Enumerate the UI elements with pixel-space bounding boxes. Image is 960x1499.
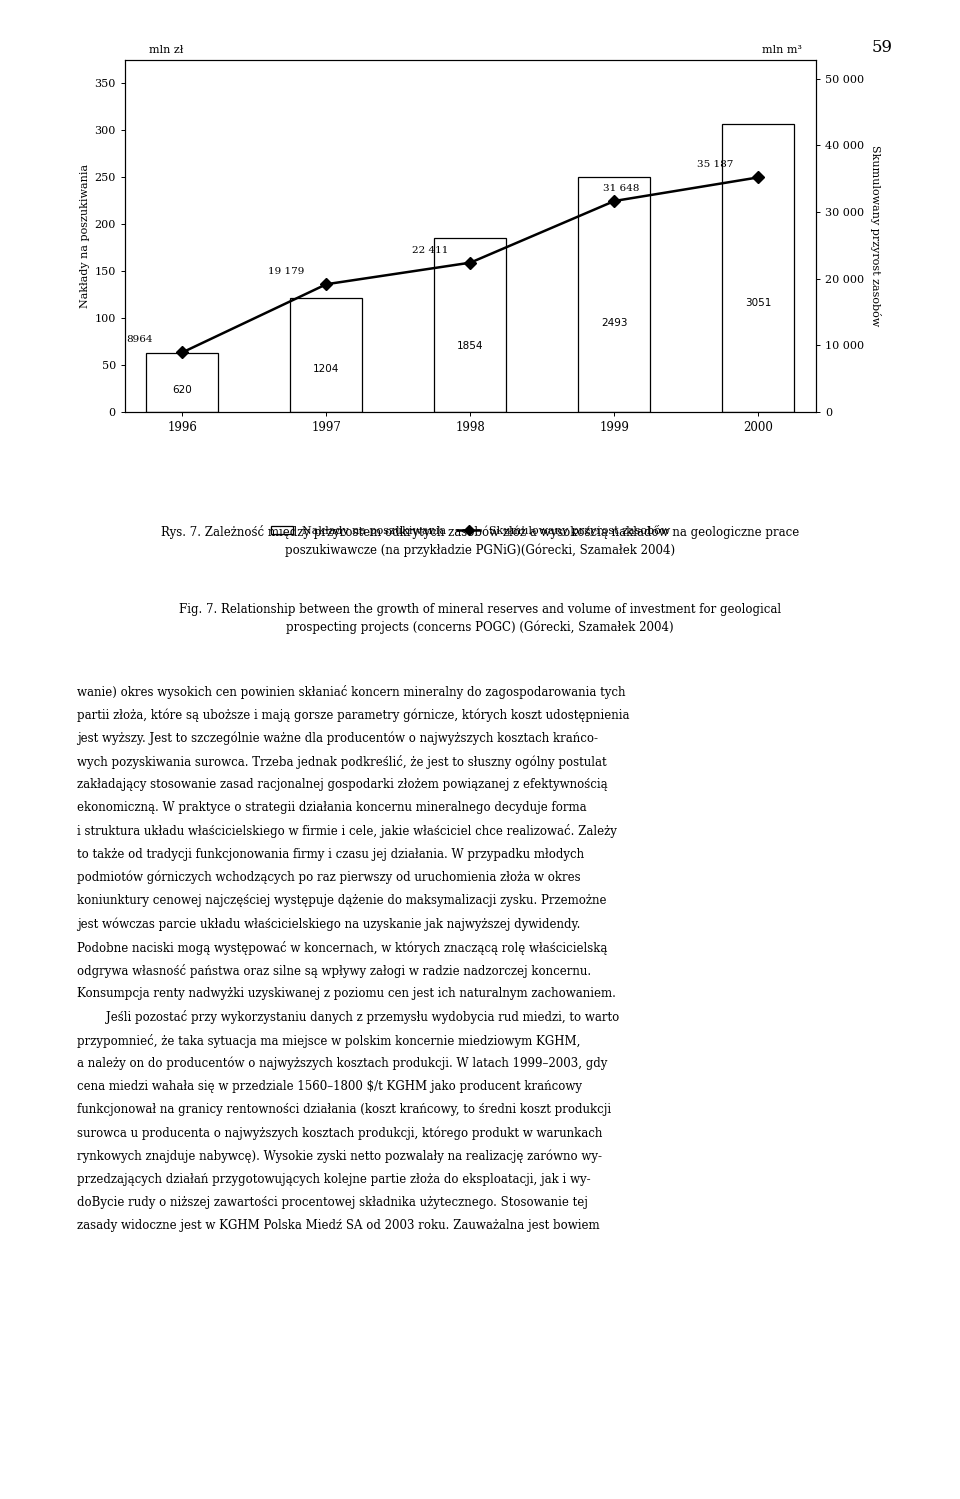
Text: wanie) okres wysokich cen powinien skłaniać koncern mineralny do zagospodarowani: wanie) okres wysokich cen powinien skłan… — [77, 685, 625, 699]
Text: i struktura układu właścicielskiego w firmie i cele, jakie właściciel chce reali: i struktura układu właścicielskiego w fi… — [77, 824, 616, 838]
Legend: Nakłady na poszukiwania, Skumulowany przyrost zasobów: Nakłady na poszukiwania, Skumulowany prz… — [267, 520, 674, 541]
Text: cena miedzi wahała się w przedziale 1560–1800 $/t KGHM jako producent krańcowy: cena miedzi wahała się w przedziale 1560… — [77, 1081, 582, 1093]
Text: 3051: 3051 — [745, 298, 772, 307]
Text: jest wyższy. Jest to szczególnie ważne dla producentów o najwyższych kosztach kr: jest wyższy. Jest to szczególnie ważne d… — [77, 732, 598, 745]
Bar — [723, 124, 795, 412]
Text: koniunktury cenowej najczęściej występuje dążenie do maksymalizacji zysku. Przem: koniunktury cenowej najczęściej występuj… — [77, 895, 607, 907]
Text: jest wówczas parcie układu właścicielskiego na uzyskanie jak najwyższej dywidend: jest wówczas parcie układu właścicielski… — [77, 917, 580, 931]
Bar — [147, 354, 219, 412]
Bar — [579, 177, 651, 412]
Text: zasady widoczne jest w KGHM Polska Miedź SA od 2003 roku. Zauważalna jest bowiem: zasady widoczne jest w KGHM Polska Miedź… — [77, 1220, 599, 1232]
Text: Konsumpcja renty nadwyżki uzyskiwanej z poziomu cen jest ich naturalnym zachowan: Konsumpcja renty nadwyżki uzyskiwanej z … — [77, 988, 615, 1000]
Text: 22 411: 22 411 — [412, 246, 448, 255]
Text: Podobne naciski mogą występować w koncernach, w których znaczącą rolę właściciel: Podobne naciski mogą występować w koncer… — [77, 941, 607, 955]
Bar — [291, 298, 363, 412]
Text: 8964: 8964 — [126, 336, 153, 345]
Text: 1854: 1854 — [457, 342, 484, 351]
Text: 2493: 2493 — [601, 318, 628, 328]
Text: surowca u producenta o najwyższych kosztach produkcji, którego produkt w warunka: surowca u producenta o najwyższych koszt… — [77, 1127, 602, 1141]
Text: ekonomiczną. W praktyce o strategii działania koncernu mineralnego decyduje form: ekonomiczną. W praktyce o strategii dzia… — [77, 802, 587, 814]
Text: mln zł: mln zł — [149, 45, 183, 55]
Text: wych pozyskiwania surowca. Trzeba jednak podkreślić, że jest to słuszny ogólny p: wych pozyskiwania surowca. Trzeba jednak… — [77, 755, 607, 769]
Bar — [435, 238, 507, 412]
Text: partii złoża, które są uboższe i mają gorsze parametry górnicze, których koszt u: partii złoża, które są uboższe i mają go… — [77, 709, 630, 723]
Text: zakładający stosowanie zasad racjonalnej gospodarki złożem powiązanej z efektywn: zakładający stosowanie zasad racjonalnej… — [77, 778, 608, 791]
Text: 620: 620 — [173, 385, 192, 394]
Text: Jeśli pozostać przy wykorzystaniu danych z przemysłu wydobycia rud miedzi, to wa: Jeśli pozostać przy wykorzystaniu danych… — [106, 1010, 619, 1024]
Text: podmiotów górniczych wchodzących po raz pierwszy od uruchomienia złoża w okres: podmiotów górniczych wchodzących po raz … — [77, 871, 581, 884]
Text: przypomnieć, że taka sytuacja ma miejsce w polskim koncernie miedziowym KGHM,: przypomnieć, że taka sytuacja ma miejsce… — [77, 1034, 580, 1048]
Text: doBycie rudy o niższej zawartości procentowej składnika użytecznego. Stosowanie : doBycie rudy o niższej zawartości procen… — [77, 1196, 588, 1210]
Y-axis label: Nakłady na poszukiwania: Nakłady na poszukiwania — [81, 163, 90, 309]
Text: Fig. 7. Relationship between the growth of mineral reserves and volume of invest: Fig. 7. Relationship between the growth … — [179, 603, 781, 634]
Text: Rys. 7. Zależność między przyrostem odkrytych zasobów złóż a wysokością nakładów: Rys. 7. Zależność między przyrostem odkr… — [161, 525, 799, 558]
Y-axis label: Skumulowany przyrost zasobów: Skumulowany przyrost zasobów — [870, 145, 880, 327]
Text: przedzających działań przygotowujących kolejne partie złoża do eksploatacji, jak: przedzających działań przygotowujących k… — [77, 1174, 590, 1186]
Text: 31 648: 31 648 — [604, 184, 639, 193]
Text: mln m³: mln m³ — [761, 45, 802, 55]
Text: 35 187: 35 187 — [697, 160, 733, 169]
Text: 1204: 1204 — [313, 364, 340, 373]
Text: a należy on do producentów o najwyższych kosztach produkcji. W latach 1999–2003,: a należy on do producentów o najwyższych… — [77, 1057, 607, 1070]
Text: 59: 59 — [872, 39, 893, 55]
Text: to także od tradycji funkcjonowania firmy i czasu jej działania. W przypadku mło: to także od tradycji funkcjonowania firm… — [77, 848, 584, 860]
Text: odgrywa własność państwa oraz silne są wpływy załogi w radzie nadzorczej koncern: odgrywa własność państwa oraz silne są w… — [77, 964, 591, 977]
Text: funkcjonował na granicy rentowności działania (koszt krańcowy, to średni koszt p: funkcjonował na granicy rentowności dzia… — [77, 1103, 611, 1117]
Text: rynkowych znajduje nabywcę). Wysokie zyski netto pozwalały na realizację zarówno: rynkowych znajduje nabywcę). Wysokie zys… — [77, 1150, 602, 1163]
Text: 19 179: 19 179 — [268, 267, 304, 276]
